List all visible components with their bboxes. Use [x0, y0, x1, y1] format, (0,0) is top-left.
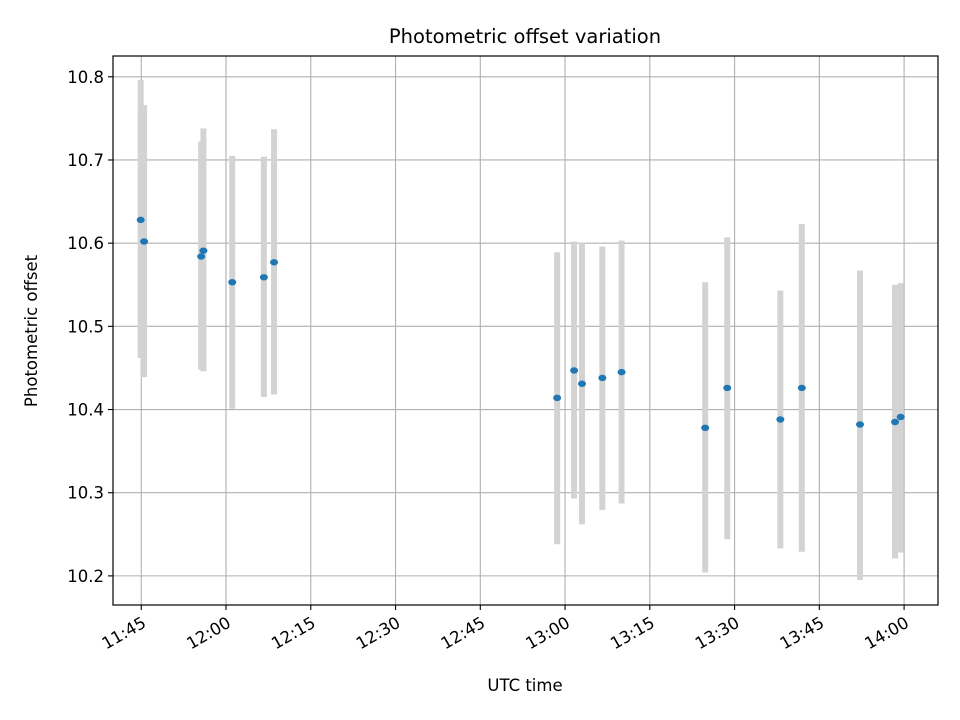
y-tick-label: 10.2	[67, 567, 104, 586]
y-axis-label: Photometric offset	[22, 254, 41, 407]
data-point	[197, 253, 206, 260]
y-tick-label: 10.6	[67, 234, 104, 253]
data-point	[598, 374, 607, 382]
chart-title: Photometric offset variation	[389, 25, 661, 48]
data-point	[896, 413, 905, 421]
data-point	[723, 384, 732, 392]
data-point	[891, 418, 900, 426]
data-point	[776, 416, 785, 423]
data-point	[797, 384, 806, 392]
grid	[113, 56, 938, 605]
y-tick-label: 10.5	[67, 317, 104, 336]
data-point	[140, 238, 149, 245]
data-point	[136, 216, 145, 224]
data-point	[228, 279, 237, 286]
data-point	[617, 368, 626, 376]
data-point	[270, 259, 279, 266]
data-point	[199, 247, 208, 254]
plot-frame	[112, 55, 939, 606]
data-points	[136, 216, 905, 432]
y-tick-label: 10.4	[67, 401, 104, 420]
y-tick-label: 10.8	[67, 68, 104, 87]
y-axis: 10.2 10.3 10.4 10.5 10.6 10.7 10.8	[67, 68, 113, 586]
x-axis-label: UTC time	[487, 676, 562, 695]
data-point	[259, 274, 268, 281]
data-point	[553, 394, 562, 402]
data-point	[856, 421, 865, 428]
data-point	[701, 424, 710, 432]
y-tick-label: 10.7	[67, 151, 104, 170]
data-point	[570, 367, 579, 374]
data-point	[578, 380, 587, 387]
y-tick-label: 10.3	[67, 484, 104, 503]
